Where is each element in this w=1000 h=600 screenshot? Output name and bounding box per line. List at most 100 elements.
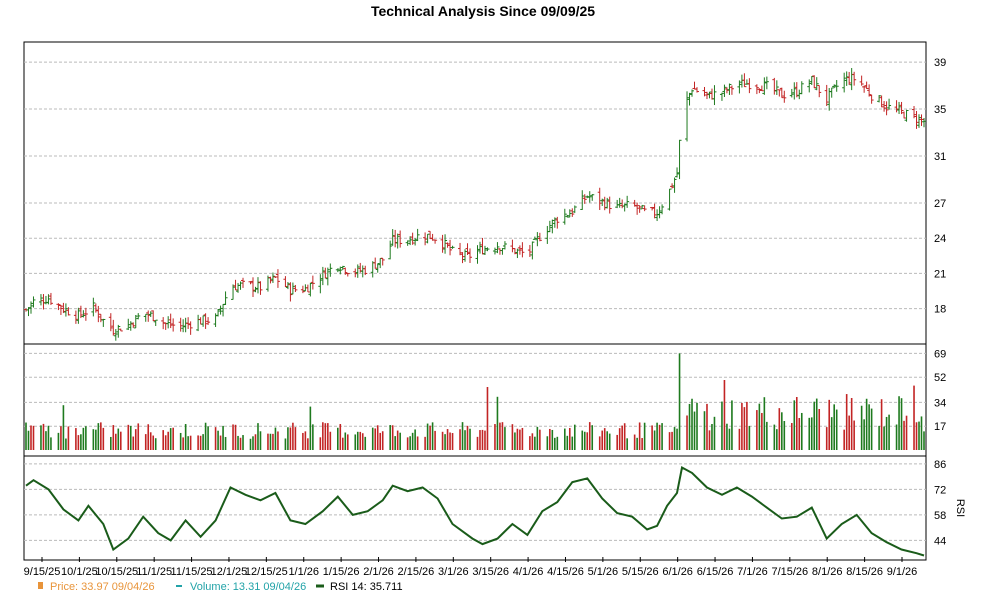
price-ohlc-bar [862, 85, 867, 93]
volume-bar [312, 424, 314, 450]
price-ohlc-bar [355, 264, 360, 278]
price-ohlc-bar [340, 265, 345, 270]
price-ohlc-bar [468, 248, 473, 263]
volume-bar [172, 427, 174, 450]
volume-bar [287, 427, 289, 450]
x-tick-label: 9/15/25 [24, 566, 61, 578]
volume-bar [621, 425, 623, 450]
volume-bar [723, 380, 726, 450]
volume-bar [521, 427, 524, 450]
volume-bar [686, 415, 688, 450]
volume-bar [476, 436, 479, 450]
x-tick-label: 6/15/26 [697, 566, 734, 578]
price-ohlc-bar [532, 236, 537, 240]
price-ohlc-bar [719, 92, 724, 101]
chart-title: Technical Analysis Since 09/09/25 [371, 3, 595, 19]
price-ohlc-bar [255, 277, 260, 294]
price-ohlc-bar [465, 243, 470, 255]
price-ohlc-bar [390, 229, 395, 246]
price-legend-text: Price: 33.97 09/04/26 [50, 581, 155, 593]
price-y-tick-label: 24 [934, 233, 946, 245]
price-ohlc-bar [28, 301, 33, 314]
volume-bar [591, 425, 594, 450]
price-ohlc-series [24, 68, 926, 341]
price-ohlc-bar [283, 276, 288, 288]
price-ohlc-bar [363, 265, 368, 276]
x-tick-label: 8/15/26 [846, 566, 883, 578]
volume-bar [406, 437, 409, 450]
price-ohlc-bar [320, 266, 325, 286]
volume-bar [60, 426, 62, 450]
price-ohlc-bar [707, 91, 712, 99]
volume-bar [486, 387, 489, 450]
price-ohlc-bar [108, 313, 113, 332]
volume-bar [860, 405, 863, 450]
price-ohlc-bar [547, 220, 552, 233]
volume-bar [883, 426, 885, 450]
volume-bar [217, 430, 219, 450]
volume-bar [888, 414, 890, 450]
volume-bar [608, 433, 611, 450]
price-ohlc-bar [91, 297, 96, 317]
x-tick-label: 12/1/25 [211, 566, 248, 578]
price-ohlc-bar [510, 239, 515, 253]
price-ohlc-bar [587, 191, 592, 203]
price-ohlc-bar [43, 295, 48, 305]
volume-bar [309, 406, 312, 450]
volume-bar [603, 428, 606, 450]
volume-bar [573, 424, 576, 450]
volume-bar [728, 428, 731, 450]
volume-bar [75, 428, 77, 450]
price-ohlc-bar [792, 82, 797, 100]
price-ohlc-bar [582, 194, 587, 204]
x-tick-label: 7/15/26 [771, 566, 808, 578]
volume-bar [466, 425, 469, 450]
volume-bar [464, 430, 466, 450]
volume-bar [324, 423, 327, 450]
price-ohlc-bar [495, 242, 500, 254]
price-ohlc-bar [914, 110, 919, 129]
price-ohlc-bar [96, 305, 101, 323]
x-tick-label: 2/15/26 [398, 566, 435, 578]
volume-bar [900, 398, 903, 450]
x-tick-label: 12/15/25 [245, 566, 288, 578]
price-ohlc-bar [884, 101, 889, 116]
volume-bar [42, 423, 45, 450]
volume-bar [726, 423, 728, 450]
price-ohlc-bar [702, 86, 707, 97]
volume-bar [446, 429, 449, 450]
price-ohlc-bar [148, 311, 153, 317]
price-ohlc-bar [842, 72, 847, 93]
volume-bar [461, 422, 464, 450]
volume-bar [738, 428, 741, 450]
price-ohlc-bar [652, 203, 657, 219]
price-ohlc-bar [196, 314, 201, 332]
price-ohlc-bar [370, 261, 375, 278]
volume-bar [65, 438, 67, 450]
price-ohlc-bar [832, 84, 837, 89]
price-ohlc-bar [250, 277, 255, 298]
price-ohlc-bar [218, 305, 223, 315]
price-ohlc-bar [742, 73, 747, 88]
volume-bar [337, 427, 339, 450]
price-ohlc-bar [293, 284, 298, 293]
volume-bar [327, 423, 329, 450]
price-ohlc-bar [181, 319, 186, 333]
price-ohlc-bar [166, 316, 171, 329]
volume-bar [828, 399, 831, 450]
price-ohlc-bar [667, 188, 672, 211]
price-ohlc-bar [153, 319, 158, 327]
volume-bar [880, 399, 883, 450]
price-ohlc-bar [136, 313, 141, 320]
volume-bar [638, 422, 641, 450]
price-ohlc-bar [685, 91, 690, 142]
volume-bar [117, 428, 120, 450]
price-ohlc-bar [275, 269, 280, 288]
volume-bar [678, 353, 681, 450]
price-ohlc-bar [869, 94, 874, 104]
volume-bar [97, 423, 100, 450]
volume-bar [207, 426, 209, 450]
price-ohlc-bar [76, 307, 81, 324]
volume-bar [322, 422, 324, 450]
price-ohlc-bar [335, 268, 340, 273]
